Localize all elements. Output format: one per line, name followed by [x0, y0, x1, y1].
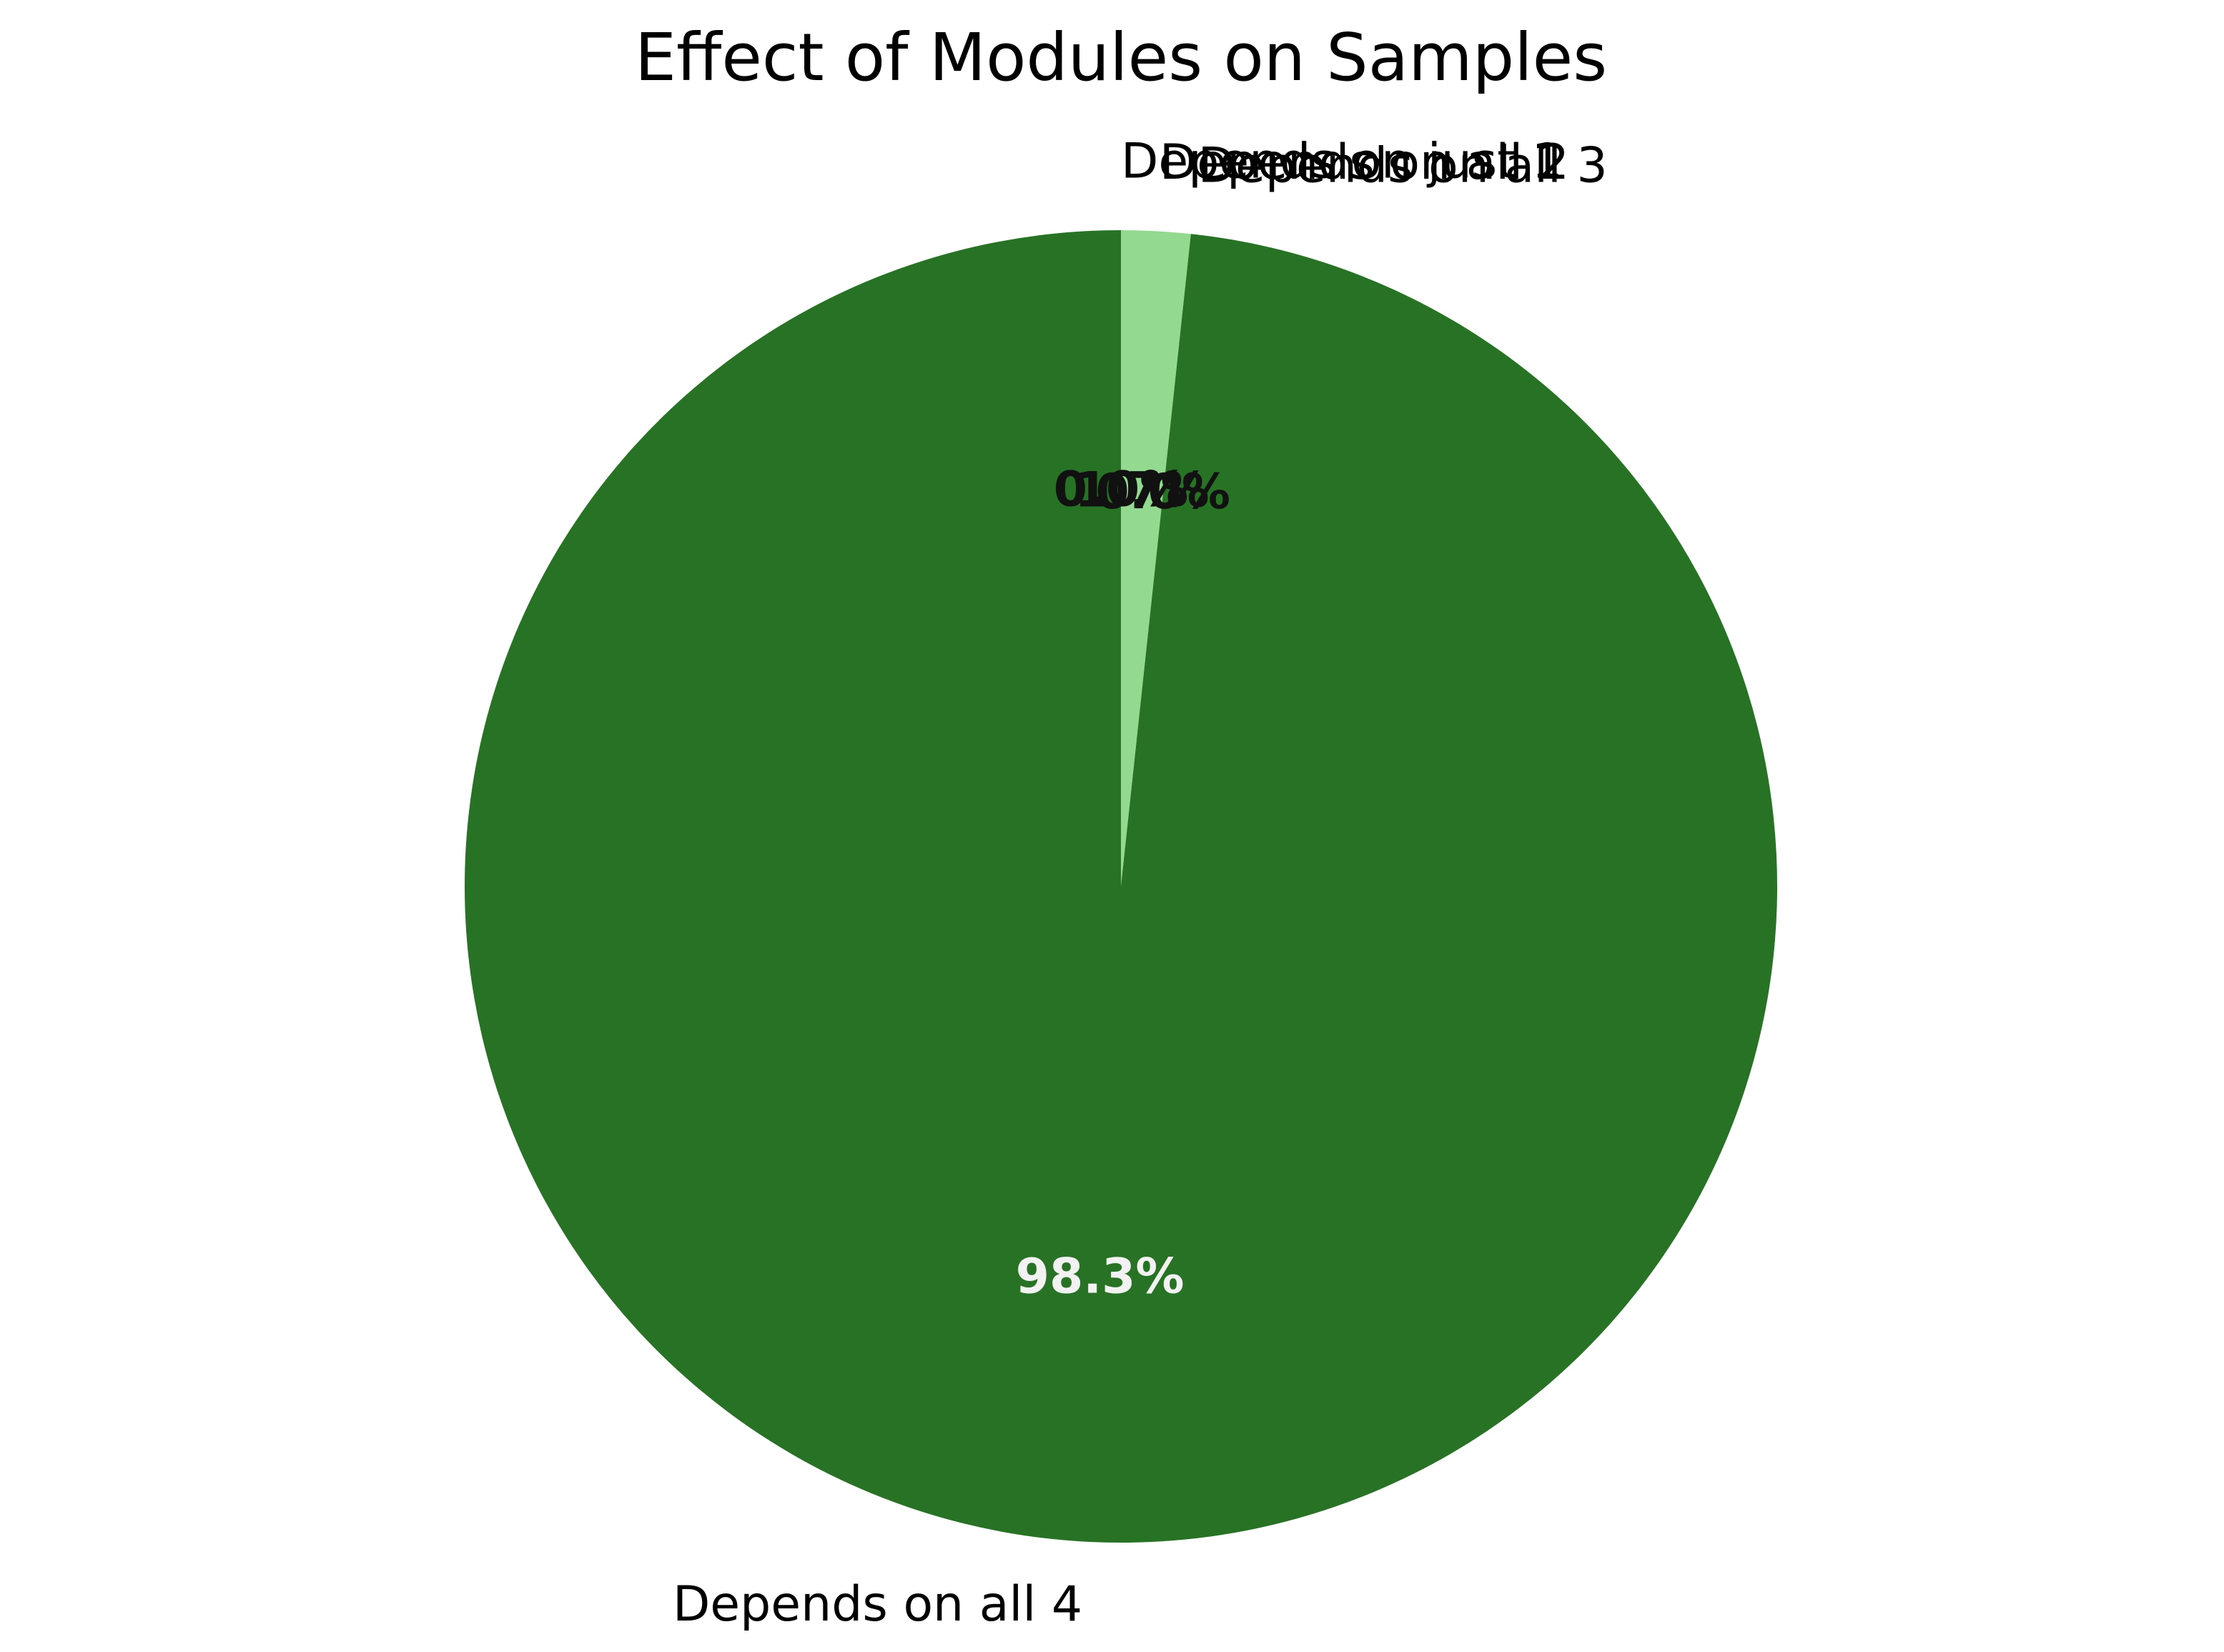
- pie-slices: [464, 230, 1777, 1543]
- pie-slice: [464, 230, 1777, 1543]
- pie-labels: Depends on just 1 0.0% Depends on all 2 1.7…: [673, 134, 1608, 1633]
- slice-percent-label: 0.0%: [1054, 462, 1189, 518]
- slice-percent-label: 1.7%: [1074, 463, 1210, 519]
- chart-title: Effect of Modules on Samples: [635, 19, 1607, 96]
- slice-percent-label: 98.3%: [1016, 1249, 1185, 1305]
- slice-label: Depends on all 4: [673, 1576, 1082, 1633]
- slice-label: Depends on all 2: [1160, 134, 1569, 191]
- pie-slice: [1121, 230, 1191, 886]
- slice-percent-label: 0.0%: [1095, 464, 1230, 520]
- slice-label: Depends on all 3: [1198, 138, 1608, 194]
- slice-label: Depends on just 1: [1121, 134, 1563, 190]
